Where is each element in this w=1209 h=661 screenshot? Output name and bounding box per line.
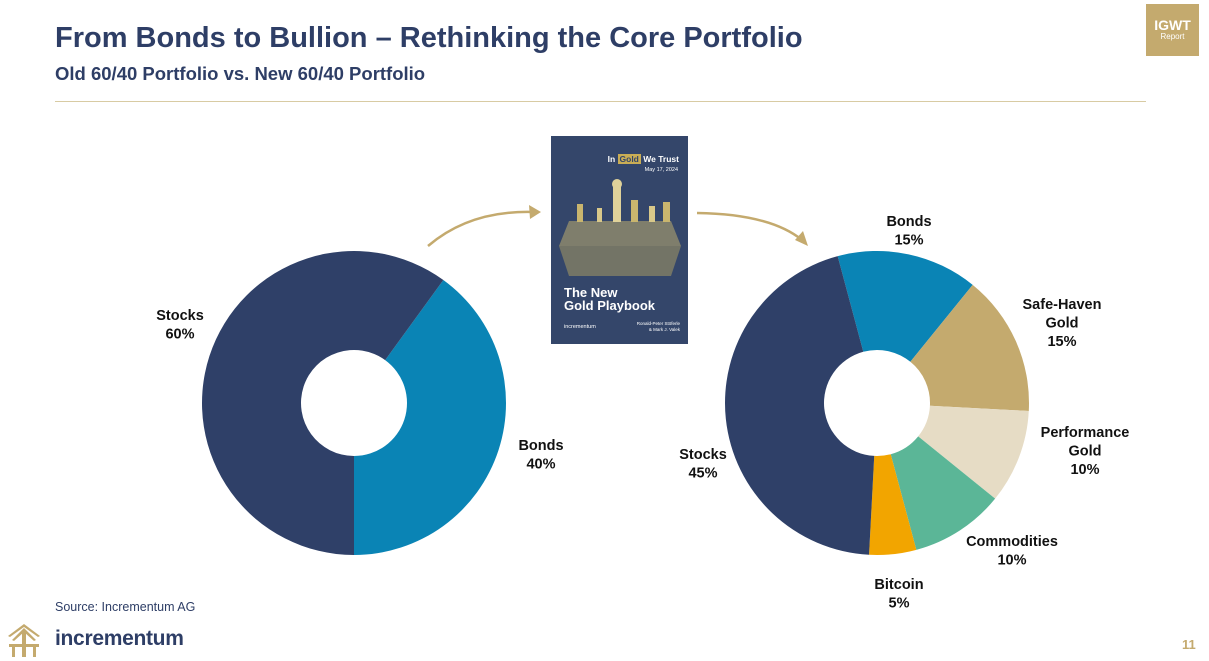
book-title-line2: Gold Playbook	[564, 298, 656, 313]
source-note: Source: Incrementum AG	[55, 600, 196, 614]
book-authors-line2: & Mark J. Valek	[648, 326, 680, 332]
old-portfolio-labels: Stocks 60% Bonds 40%	[156, 308, 563, 473]
new-slice-stocks	[724, 256, 875, 555]
arrow-left-head	[529, 205, 541, 219]
new-slice-performance-gold	[918, 405, 1029, 499]
page-subtitle: Old 60/40 Portfolio vs. New 60/40 Portfo…	[55, 63, 426, 84]
new-label-stocks: Stocks 45%	[679, 447, 727, 482]
page-title: From Bonds to Bullion – Rethinking the C…	[55, 22, 803, 54]
old-slice-stocks	[202, 251, 444, 556]
chessboard-illustration	[559, 179, 681, 276]
book-authors: Ronald-Peter Stöferle & Mark J. Valek	[637, 321, 680, 332]
old-label-stocks: Stocks 60%	[156, 308, 204, 343]
badge-line1: IGWT	[1154, 17, 1191, 33]
badge-line2: Report	[1160, 32, 1185, 41]
new-portfolio-labels: Bonds 15% Safe-Haven Gold 15% Performance Gold…	[679, 214, 1129, 612]
book-title-line1: The New	[564, 285, 618, 300]
old-label-bonds: Bonds 40%	[518, 438, 563, 473]
book-date: May 17, 2024	[644, 167, 678, 173]
old-slice-bonds	[354, 280, 506, 555]
report-cover-image: In Gold We Trust May 17, 2024 The New Go…	[551, 136, 688, 344]
book-brand-pre: In	[607, 154, 616, 164]
book-brand-gold: Gold	[617, 154, 641, 164]
book-brand-post: We Trust	[643, 154, 679, 164]
book-masthead: In Gold We Trust	[608, 154, 679, 164]
new-label-safe-haven-gold: Safe-Haven Gold 15%	[1023, 297, 1102, 350]
old-portfolio-donut	[202, 251, 506, 556]
new-label-performance-gold: Performance Gold 10%	[1041, 425, 1130, 478]
new-slice-bonds	[837, 250, 973, 362]
arrow-right-head	[795, 231, 808, 246]
book-publisher: incrementum	[564, 324, 596, 330]
incrementum-wordmark: incrementum	[55, 627, 184, 650]
new-label-commodities: Commodities 10%	[966, 534, 1058, 569]
new-slice-safe-haven-gold	[910, 284, 1029, 411]
arrow-left	[427, 210, 535, 247]
new-label-bonds: Bonds 15%	[886, 214, 931, 249]
new-slice-bitcoin	[869, 454, 917, 555]
arrow-right	[696, 211, 803, 241]
new-slice-commodities	[890, 436, 996, 550]
book-authors-line1: Ronald-Peter Stöferle	[636, 321, 680, 326]
igwt-report-badge: IGWT Report	[1146, 4, 1199, 56]
flow-arrows	[427, 205, 808, 247]
new-portfolio-donut	[724, 250, 1029, 555]
new-label-bitcoin: Bitcoin 5%	[874, 577, 923, 612]
page-number: 11	[1182, 637, 1196, 652]
header-divider	[55, 101, 1146, 102]
incrementum-tree-icon	[8, 624, 40, 657]
book-title: The New Gold Playbook	[564, 286, 655, 312]
